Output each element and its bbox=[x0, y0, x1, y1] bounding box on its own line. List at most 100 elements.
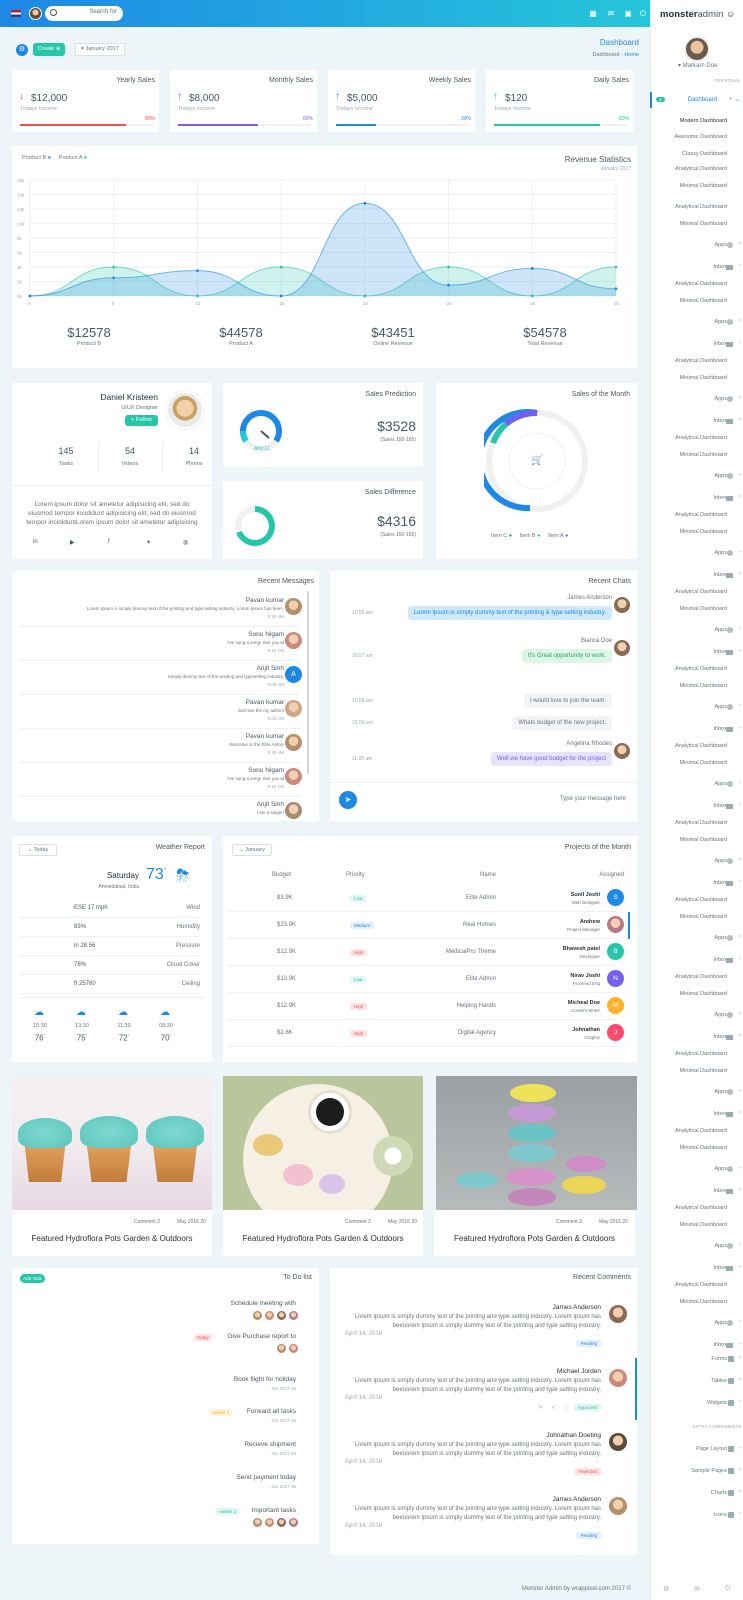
project-row[interactable] bbox=[228, 993, 616, 1020]
sidebar-item-apps[interactable]: Apps bbox=[714, 1243, 727, 1249]
sidebar-sub-item[interactable]: Minimal Dashboard bbox=[679, 183, 727, 189]
message-item[interactable] bbox=[20, 797, 300, 831]
sidebar-sub-item[interactable]: Classy Dashboard bbox=[682, 151, 727, 157]
breadcrumb-dashboard[interactable]: Dashboard bbox=[592, 52, 620, 58]
sidebar-sub-item[interactable]: Modern Dashboard bbox=[679, 118, 727, 124]
grid-icon[interactable]: ▦ bbox=[589, 9, 597, 18]
sidebar-item-minimal-dashboard[interactable]: Minimal Dashboard bbox=[679, 1068, 727, 1074]
sidebar-item-analytical-dashboard[interactable]: Analytical Dashboard bbox=[675, 204, 727, 210]
add-task-button[interactable]: Add Task bbox=[20, 1274, 45, 1283]
sidebar-item-apps[interactable]: Apps bbox=[714, 396, 727, 402]
sidebar-item-inbox[interactable]: Inbox bbox=[713, 1342, 727, 1348]
sidebar-item-tables[interactable]: Tables bbox=[711, 1378, 727, 1384]
send-button[interactable]: ➤ bbox=[339, 791, 357, 809]
sidebar-item-inbox[interactable]: Inbox bbox=[713, 726, 727, 732]
project-row[interactable] bbox=[228, 1020, 616, 1047]
sidebar-item-analytical-dashboard[interactable]: Analytical Dashboard bbox=[675, 666, 727, 672]
sidebar-item-apps[interactable]: Apps bbox=[714, 473, 727, 479]
sidebar-item-inbox[interactable]: Inbox bbox=[713, 880, 727, 886]
project-row[interactable] bbox=[228, 885, 616, 912]
sidebar-item-minimal-dashboard[interactable]: Minimal Dashboard bbox=[679, 221, 727, 227]
project-row[interactable] bbox=[228, 912, 616, 939]
messages-scrollbar[interactable] bbox=[307, 591, 309, 774]
dribbble-icon[interactable]: ◍ bbox=[183, 540, 189, 546]
youtube-icon[interactable]: ▶ bbox=[70, 540, 75, 546]
sidebar-item-apps[interactable]: Apps bbox=[714, 1089, 727, 1095]
post-card[interactable] bbox=[12, 1210, 212, 1256]
linkedin-icon[interactable]: in bbox=[33, 539, 38, 545]
user-name[interactable]: ▾ Markarn Doe bbox=[678, 63, 718, 69]
sidebar-item-minimal-dashboard[interactable]: Minimal Dashboard bbox=[679, 529, 727, 535]
sidebar-item-inbox[interactable]: Inbox bbox=[713, 1188, 727, 1194]
settings-icon[interactable]: ⚙ bbox=[663, 1586, 670, 1593]
sidebar-sub-item[interactable]: Analytical Dashboard bbox=[675, 166, 727, 172]
heart-icon[interactable]: ♡ bbox=[564, 1405, 570, 1411]
mail-icon[interactable]: ✉ bbox=[694, 1586, 700, 1593]
sidebar-item-minimal-dashboard[interactable]: Minimal Dashboard bbox=[679, 1222, 727, 1228]
sidebar-item-analytical-dashboard[interactable]: Analytical Dashboard bbox=[675, 820, 727, 826]
sidebar-item-minimal-dashboard[interactable]: Minimal Dashboard bbox=[679, 298, 727, 304]
us-flag-icon[interactable] bbox=[11, 10, 21, 17]
sidebar-item-analytical-dashboard[interactable]: Analytical Dashboard bbox=[675, 435, 727, 441]
sidebar-item-analytical-dashboard[interactable]: Analytical Dashboard bbox=[675, 1051, 727, 1057]
sidebar-item-analytical-dashboard[interactable]: Analytical Dashboard bbox=[675, 743, 727, 749]
sidebar-item-analytical-dashboard[interactable]: Analytical Dashboard bbox=[675, 1205, 727, 1211]
edit-icon[interactable]: ✎ bbox=[538, 1405, 544, 1411]
sidebar-item-apps[interactable]: Apps bbox=[714, 1012, 727, 1018]
month-select[interactable]: ▾ January 2017 bbox=[75, 43, 125, 56]
sidebar-item-sample-pages[interactable]: Sample Pages bbox=[691, 1468, 727, 1474]
message-item[interactable] bbox=[20, 763, 300, 797]
project-row[interactable] bbox=[228, 966, 616, 993]
post-card[interactable] bbox=[223, 1210, 423, 1256]
message-item[interactable] bbox=[20, 661, 300, 695]
check-icon[interactable]: ✓ bbox=[551, 1405, 557, 1411]
message-item[interactable] bbox=[20, 627, 300, 661]
sidebar-item-minimal-dashboard[interactable]: Minimal Dashboard bbox=[679, 375, 727, 381]
sidebar-item-dashboard[interactable]: Dashboard bbox=[687, 97, 717, 103]
sidebar-item-inbox[interactable]: Inbox bbox=[713, 264, 727, 270]
sidebar-item-minimal-dashboard[interactable]: Minimal Dashboard bbox=[679, 683, 727, 689]
sidebar-item-analytical-dashboard[interactable]: Analytical Dashboard bbox=[675, 897, 727, 903]
weather-filter[interactable]: ⌄ Today bbox=[19, 844, 57, 856]
sidebar-item-widgets[interactable]: Widgets bbox=[707, 1400, 727, 1406]
breadcrumb-home[interactable]: Home bbox=[624, 52, 639, 58]
sidebar-item-inbox[interactable]: Inbox bbox=[713, 1034, 727, 1040]
message-item[interactable] bbox=[20, 593, 300, 627]
sidebar-item-apps[interactable]: Apps bbox=[714, 858, 727, 864]
sidebar-item-apps[interactable]: Apps bbox=[714, 1166, 727, 1172]
sidebar-item-apps[interactable]: Apps bbox=[714, 1320, 727, 1326]
sidebar-item-inbox[interactable]: Inbox bbox=[713, 1111, 727, 1117]
project-row[interactable] bbox=[228, 939, 616, 966]
sidebar-item-analytical-dashboard[interactable]: Analytical Dashboard bbox=[675, 1128, 727, 1134]
sidebar-item-minimal-dashboard[interactable]: Minimal Dashboard bbox=[679, 760, 727, 766]
sidebar-item-minimal-dashboard[interactable]: Minimal Dashboard bbox=[679, 452, 727, 458]
sidebar-item-analytical-dashboard[interactable]: Analytical Dashboard bbox=[675, 358, 727, 364]
chat-message-input[interactable]: Type your message here bbox=[559, 796, 626, 802]
settings-icon[interactable]: ⚙ bbox=[16, 44, 28, 56]
power-icon[interactable]: ⏻ bbox=[725, 1585, 731, 1592]
sidebar-item-minimal-dashboard[interactable]: Minimal Dashboard bbox=[679, 1299, 727, 1305]
sidebar-item-apps[interactable]: Apps bbox=[714, 319, 727, 325]
sidebar-item-inbox[interactable]: Inbox bbox=[713, 803, 727, 809]
sidebar-item-apps[interactable]: Apps bbox=[714, 550, 727, 556]
facebook-icon[interactable]: f bbox=[108, 539, 110, 545]
sidebar-item-apps[interactable]: Apps bbox=[714, 627, 727, 633]
follow-button[interactable]: + Follow bbox=[125, 415, 158, 426]
sidebar-item-minimal-dashboard[interactable]: Minimal Dashboard bbox=[679, 606, 727, 612]
sidebar-item-apps[interactable]: Apps bbox=[714, 781, 727, 787]
sidebar-item-inbox[interactable]: Inbox bbox=[713, 649, 727, 655]
sidebar-item-inbox[interactable]: Inbox bbox=[713, 957, 727, 963]
chat-icon[interactable]: ▣ bbox=[624, 9, 632, 18]
sidebar-item-minimal-dashboard[interactable]: Minimal Dashboard bbox=[679, 837, 727, 843]
sidebar-item-inbox[interactable]: Inbox bbox=[713, 418, 727, 424]
sidebar-item-minimal-dashboard[interactable]: Minimal Dashboard bbox=[679, 1145, 727, 1151]
sidebar-item-minimal-dashboard[interactable]: Minimal Dashboard bbox=[679, 914, 727, 920]
sidebar-item-apps[interactable]: Apps bbox=[714, 704, 727, 710]
sidebar-item-forms[interactable]: Forms bbox=[711, 1356, 727, 1362]
sidebar-item-analytical-dashboard[interactable]: Analytical Dashboard bbox=[675, 281, 727, 287]
post-card[interactable] bbox=[434, 1210, 635, 1256]
sidebar-item-inbox[interactable]: Inbox bbox=[713, 341, 727, 347]
sidebar-item-inbox[interactable]: Inbox bbox=[713, 495, 727, 501]
sidebar-item-charts[interactable]: Charts bbox=[710, 1490, 727, 1496]
create-button[interactable]: Create ⊕ bbox=[33, 43, 65, 56]
